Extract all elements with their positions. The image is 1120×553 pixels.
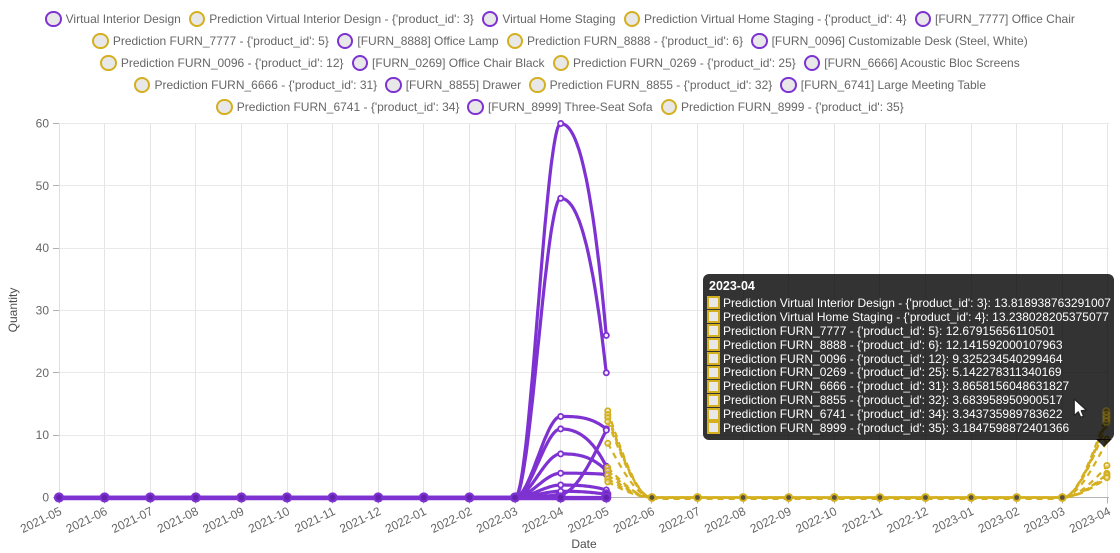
svg-text:2022-11: 2022-11	[840, 504, 885, 536]
svg-text:Date: Date	[571, 537, 597, 551]
svg-text:2022-08: 2022-08	[702, 504, 748, 536]
svg-text:10: 10	[36, 428, 50, 442]
svg-text:2022-07: 2022-07	[657, 504, 703, 536]
svg-text:40: 40	[36, 241, 50, 255]
svg-text:2021-09: 2021-09	[200, 504, 246, 536]
svg-text:2022-05: 2022-05	[565, 504, 611, 536]
svg-text:2023-02: 2023-02	[976, 504, 1022, 536]
svg-text:2023-03: 2023-03	[1021, 504, 1067, 536]
svg-text:0: 0	[42, 491, 49, 505]
svg-text:2021-06: 2021-06	[64, 504, 110, 536]
svg-text:2022-09: 2022-09	[748, 504, 794, 536]
svg-text:2021-07: 2021-07	[109, 504, 155, 536]
svg-text:2022-04: 2022-04	[520, 504, 566, 536]
svg-text:2022-01: 2022-01	[383, 504, 429, 536]
svg-text:60: 60	[36, 117, 50, 131]
svg-text:2021-05: 2021-05	[18, 504, 64, 536]
svg-text:2021-12: 2021-12	[337, 504, 383, 536]
svg-text:20: 20	[36, 366, 50, 380]
svg-text:2022-06: 2022-06	[611, 504, 657, 536]
svg-text:2021-08: 2021-08	[155, 504, 201, 536]
svg-text:30: 30	[36, 304, 50, 318]
svg-text:2021-10: 2021-10	[246, 504, 292, 536]
svg-text:2023-04: 2023-04	[1067, 504, 1113, 536]
svg-text:2022-02: 2022-02	[428, 504, 474, 536]
svg-text:2023-01: 2023-01	[930, 504, 976, 536]
svg-text:2022-12: 2022-12	[885, 504, 931, 536]
svg-text:2021-11: 2021-11	[292, 504, 337, 536]
svg-text:2022-10: 2022-10	[793, 504, 839, 536]
svg-text:50: 50	[36, 179, 50, 193]
svg-text:2022-03: 2022-03	[474, 504, 520, 536]
svg-text:Quantity: Quantity	[6, 288, 20, 333]
